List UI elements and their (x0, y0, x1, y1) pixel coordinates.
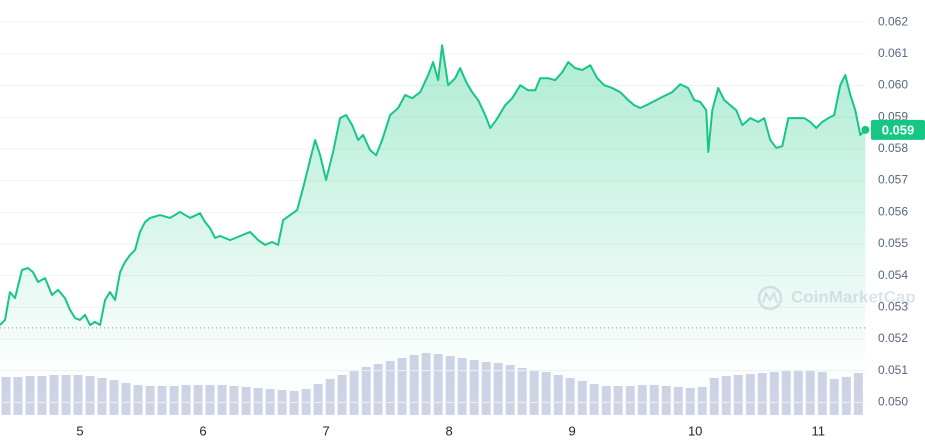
y-tick-label: 0.052 (878, 331, 908, 345)
price-label: 0.059 (882, 122, 915, 137)
x-tick-label: 11 (811, 423, 825, 438)
x-tick-label: 6 (199, 423, 206, 438)
x-tick-label: 9 (569, 423, 576, 438)
watermark-text: CoinMarketCap (791, 287, 916, 306)
price-label-box (871, 119, 925, 140)
y-tick-label: 0.057 (878, 173, 908, 187)
y-tick-label: 0.056 (878, 204, 908, 218)
x-tick-label: 5 (76, 423, 83, 438)
y-tick-label: 0.050 (878, 395, 908, 409)
watermark: CoinMarketCap (757, 285, 916, 311)
last-point (861, 125, 870, 134)
y-tick-label: 0.062 (878, 14, 908, 28)
x-tick-label: 8 (445, 423, 452, 438)
x-tick-label: 7 (322, 423, 329, 438)
watermark-logo (757, 285, 783, 311)
y-tick-label: 0.061 (878, 46, 908, 60)
y-tick-label: 0.060 (878, 78, 908, 92)
x-tick-label: 10 (688, 423, 702, 438)
y-tick-label: 0.051 (878, 363, 908, 377)
price-area (0, 45, 866, 416)
price-line (0, 44, 867, 327)
y-tick-label: 0.054 (878, 268, 908, 282)
watermark-logo (762, 290, 778, 304)
y-tick-label: 0.058 (878, 141, 908, 155)
y-tick-label: 0.055 (878, 236, 908, 250)
y-tick-label: 0.053 (878, 299, 908, 313)
